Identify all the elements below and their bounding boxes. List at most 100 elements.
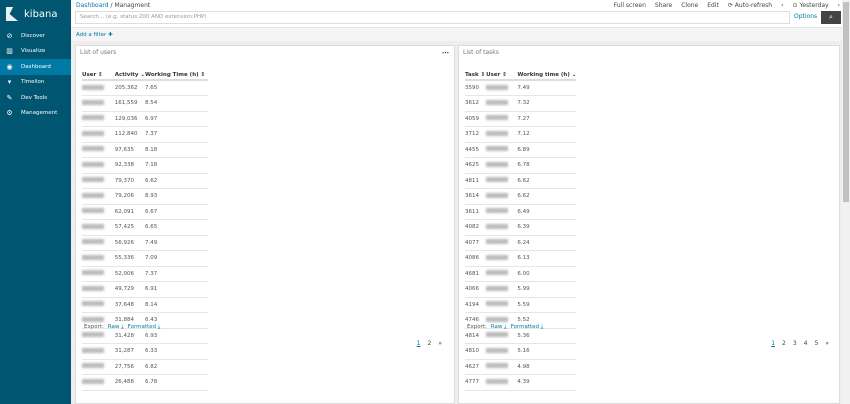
table-row: 4811 6.62	[465, 173, 577, 189]
sidebar-item-dev-tools[interactable]: ✎ Dev Tools	[0, 90, 71, 106]
sidebar-item-dashboard[interactable]: ◉ Dashboard	[0, 59, 71, 75]
redacted-user	[82, 378, 104, 384]
breadcrumb-separator: /	[110, 2, 113, 9]
breadcrumb-dashboard[interactable]: Dashboard	[76, 2, 109, 9]
column-header[interactable]: Task ⇕	[465, 70, 487, 81]
table-cell: 5.59	[517, 297, 577, 313]
redacted-user	[82, 363, 104, 369]
menu-item-6[interactable]: ⊙ Yesterday	[792, 2, 829, 9]
redacted-user	[82, 239, 104, 245]
sidebar-item-discover[interactable]: ⊘ Discover	[0, 28, 71, 44]
top-menu: Full screen Share Clone Edit ⟳ Auto-refresh ‹…	[614, 2, 840, 9]
user-cell	[486, 157, 518, 174]
table-cell: 4066	[465, 281, 487, 298]
redacted-user	[486, 115, 509, 121]
table-cell: 4.98	[517, 359, 577, 375]
redacted-user	[486, 363, 509, 369]
table-cell: 3614	[465, 188, 487, 205]
table-row: 4810 5.16	[465, 343, 577, 360]
redacted-user	[82, 161, 104, 167]
table-cell: 6.24	[517, 235, 577, 251]
compass-icon: ⊘	[6, 31, 13, 40]
menu-item-1[interactable]: Share	[654, 2, 673, 9]
page-link[interactable]: 1	[771, 340, 776, 347]
table-row: 4777 4.39	[465, 374, 577, 391]
table-row: 97,635 8.18	[82, 142, 209, 158]
table-cell: 26,488	[114, 374, 145, 391]
user-cell	[486, 126, 518, 143]
export-raw-link[interactable]: Raw ⤓	[107, 324, 124, 330]
search-icon: ⌕	[829, 13, 833, 21]
redacted-user	[82, 270, 104, 276]
table-cell: 27,756	[114, 359, 145, 375]
page-link[interactable]: 2	[782, 340, 786, 347]
kibana-logo[interactable]: kibana	[0, 0, 71, 28]
user-cell	[486, 188, 518, 205]
column-header[interactable]: Working Time (h) ⇕	[145, 70, 209, 81]
table-row: 3614 6.62	[465, 188, 577, 205]
page-link[interactable]: 2	[427, 340, 432, 347]
user-cell	[486, 235, 518, 251]
menu-item-3[interactable]: Edit	[707, 2, 719, 9]
table-cell: 3712	[465, 126, 487, 143]
page-link[interactable]: »	[438, 340, 442, 347]
sidebar-item-timelion[interactable]: ▾ Timelion	[0, 75, 71, 91]
user-cell	[82, 297, 115, 313]
user-cell	[82, 126, 115, 143]
add-filter-link[interactable]: Add a filter ✚	[76, 32, 113, 38]
bar-chart-icon: ▥	[6, 47, 13, 56]
search-button[interactable]: ⌕	[821, 11, 841, 24]
search-input[interactable]: Search... (e.g. status:200 AND extension…	[75, 11, 790, 24]
user-cell	[82, 374, 115, 391]
table-cell: 7.12	[517, 126, 577, 143]
menu-item-4[interactable]: ⟳ Auto-refresh	[727, 2, 773, 9]
panel-menu-icon[interactable]: ⋯	[442, 49, 449, 57]
page-link[interactable]: 4	[803, 340, 808, 347]
sidebar-item-management[interactable]: ⚙ Management	[0, 106, 71, 122]
page-link[interactable]: »	[825, 340, 829, 347]
table-row: 4077 6.24	[465, 235, 577, 251]
breadcrumb-current: Managment	[114, 2, 151, 9]
user-cell	[82, 281, 115, 298]
table-cell: 205,362	[114, 80, 145, 96]
menu-item-7[interactable]: ›	[837, 2, 840, 9]
table-row: 52,006 7.37	[82, 266, 209, 282]
column-header[interactable]: Working time (h) ⌄	[517, 70, 577, 81]
table-cell: 7.37	[145, 126, 209, 143]
table-cell: 112,840	[114, 126, 145, 143]
redacted-user	[486, 239, 509, 245]
redacted-user	[486, 99, 509, 105]
table-row: 37,648 8.14	[82, 297, 209, 313]
export-formatted-link[interactable]: Formatted ⤓	[510, 324, 544, 330]
menu-item-2[interactable]: Clone	[681, 2, 699, 9]
table-row: 49,729 6.91	[82, 281, 209, 298]
export-formatted-link[interactable]: Formatted ⤓	[127, 324, 161, 330]
page-link[interactable]: 3	[792, 340, 797, 347]
table-cell: 4086	[465, 250, 487, 267]
page-scrollbar[interactable]	[842, 0, 850, 404]
page-link[interactable]: 5	[814, 340, 819, 347]
sidebar-item-label: Dev Tools	[21, 94, 48, 101]
options-link[interactable]: Options	[794, 13, 818, 20]
redacted-user	[486, 270, 509, 276]
table-row: 3712 7.12	[465, 126, 577, 143]
redacted-user	[486, 378, 509, 384]
table-row: 4455 6.89	[465, 142, 577, 158]
user-cell	[82, 95, 115, 112]
user-cell	[82, 111, 115, 127]
sidebar-item-visualize[interactable]: ▥ Visualize	[0, 44, 71, 60]
page-link[interactable]: 1	[416, 340, 421, 347]
menu-item-0[interactable]: Full screen	[613, 2, 646, 9]
filter-bar: Add a filter ✚	[71, 27, 842, 41]
sidebar-item-label: Discover	[21, 32, 45, 39]
table-cell: 4777	[465, 374, 487, 391]
column-header[interactable]: User ⇕	[486, 70, 518, 81]
user-cell	[82, 204, 115, 220]
table-cell: 6.67	[145, 204, 209, 220]
menu-item-5[interactable]: ‹	[781, 2, 784, 9]
column-header[interactable]: Activity ⌄	[114, 70, 145, 81]
brand-name: kibana	[24, 8, 58, 20]
table-row: 26,488 6.78	[82, 374, 209, 391]
export-raw-link[interactable]: Raw ⤓	[490, 324, 507, 330]
column-header[interactable]: User ⇕	[82, 70, 115, 81]
